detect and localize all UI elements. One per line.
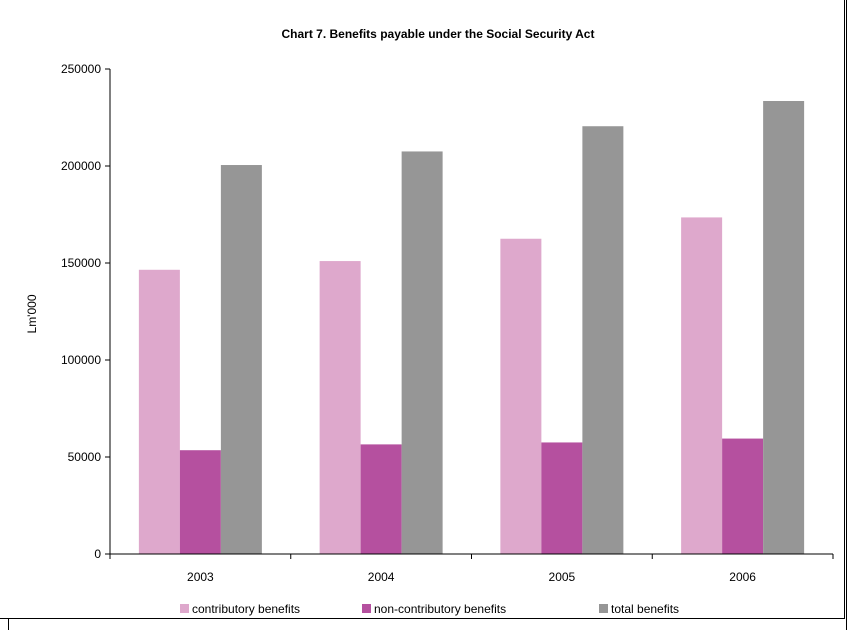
bar-2005-2 (541, 442, 583, 554)
bar-2004-2 (360, 444, 402, 554)
frame-stub (8, 619, 9, 630)
legend: contributory benefits non-contributory be… (180, 602, 679, 616)
x-tick-label: 2005 (549, 570, 576, 584)
bar-2003-2 (179, 450, 221, 554)
bar-2005-3 (582, 126, 624, 554)
y-tick-label: 150000 (61, 256, 101, 270)
y-tick-label: 200000 (61, 159, 101, 173)
legend-swatch (180, 604, 189, 613)
legend-swatch (362, 604, 371, 613)
bar-2004-3 (401, 151, 443, 554)
legend-label: non-contributory benefits (374, 602, 506, 616)
x-tick-label: 2004 (368, 570, 395, 584)
bars-group (138, 101, 805, 554)
bar-2004-1 (319, 261, 361, 554)
bar-2003-3 (220, 165, 262, 554)
x-tick-label: 2003 (187, 570, 214, 584)
y-axis-label: Lm'000 (25, 294, 39, 333)
bar-2006-2 (722, 438, 764, 554)
bar-2006-1 (681, 217, 723, 554)
bar-2006-3 (763, 101, 805, 554)
y-tick-label: 0 (94, 547, 101, 561)
legend-swatch (599, 604, 608, 613)
x-tick-label: 2006 (729, 570, 756, 584)
y-tick-label: 250000 (61, 62, 101, 76)
bar-2005-1 (500, 238, 542, 554)
y-tick-label: 50000 (68, 450, 102, 464)
legend-label: contributory benefits (192, 602, 300, 616)
legend-label: total benefits (611, 602, 679, 616)
y-tick-label: 100000 (61, 353, 101, 367)
chart-title: Chart 7. Benefits payable under the Soci… (282, 27, 595, 41)
axes-group: 0 50000 100000 150000 200000 250000 2003 2004 20… (61, 62, 834, 584)
bar-2003-1 (138, 269, 180, 554)
